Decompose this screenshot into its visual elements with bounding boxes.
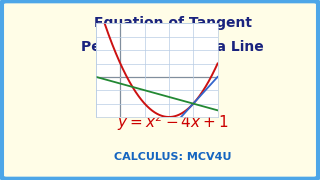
FancyBboxPatch shape [2, 1, 318, 179]
Text: Perpendicular to a Line: Perpendicular to a Line [81, 40, 264, 54]
Text: CALCULUS: MCV4U: CALCULUS: MCV4U [114, 152, 232, 162]
Text: Equation of Tangent: Equation of Tangent [94, 16, 252, 30]
Text: $y = x^2 - 4x + 1$: $y = x^2 - 4x + 1$ [117, 112, 228, 133]
